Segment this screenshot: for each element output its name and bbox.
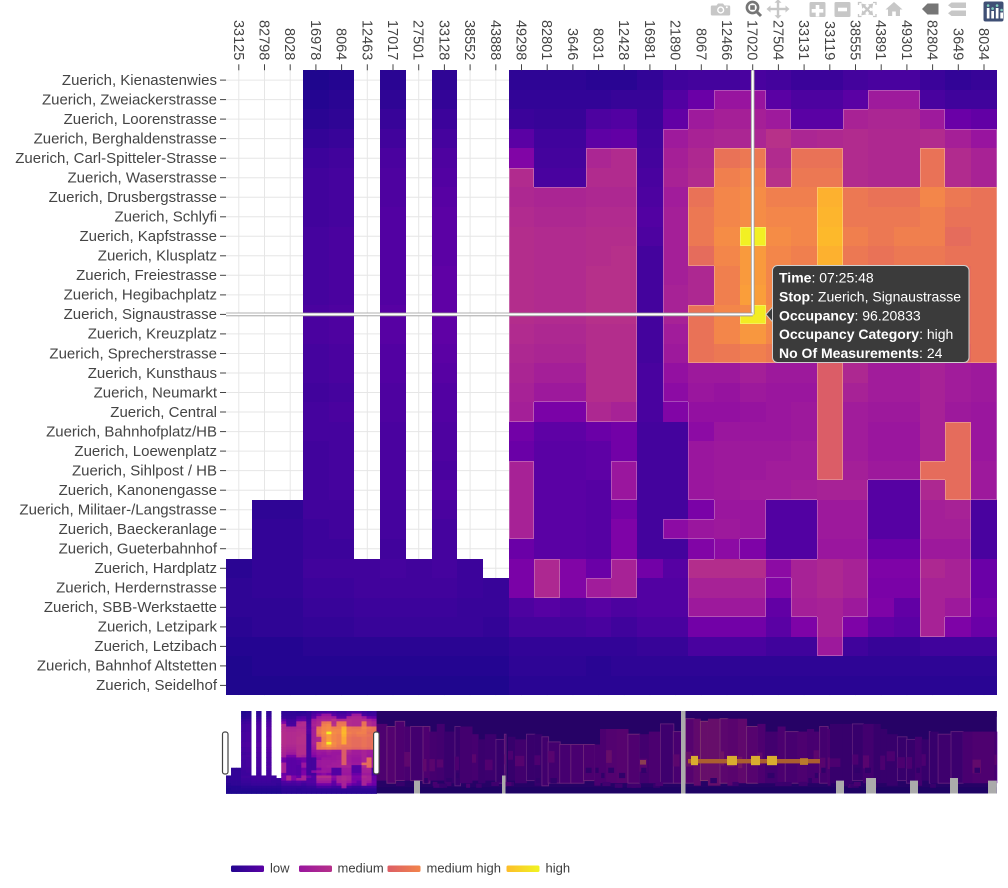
svg-text:12463: 12463 bbox=[358, 20, 374, 60]
svg-text:Zuerich, Kanonengasse: Zuerich, Kanonengasse bbox=[59, 482, 217, 499]
svg-text:low: low bbox=[270, 861, 290, 876]
svg-text:17017: 17017 bbox=[384, 20, 400, 60]
svg-text:8034: 8034 bbox=[975, 28, 991, 60]
svg-text:43891: 43891 bbox=[872, 20, 888, 60]
svg-text:17020: 17020 bbox=[744, 20, 760, 60]
svg-text:Zuerich, Berghaldenstrasse: Zuerich, Berghaldenstrasse bbox=[34, 130, 217, 147]
svg-text:82801: 82801 bbox=[538, 20, 554, 60]
svg-text:8031: 8031 bbox=[590, 28, 606, 60]
svg-text:16978: 16978 bbox=[307, 20, 323, 60]
svg-text:Zuerich, Bahnhofplatz/HB: Zuerich, Bahnhofplatz/HB bbox=[46, 423, 217, 440]
svg-text:Zuerich, Baeckeranlage: Zuerich, Baeckeranlage bbox=[59, 521, 217, 538]
svg-text:Zuerich, Kienastenwies: Zuerich, Kienastenwies bbox=[62, 72, 217, 89]
svg-text:Zuerich, Letzibach: Zuerich, Letzibach bbox=[94, 638, 217, 655]
svg-text:3646: 3646 bbox=[564, 28, 580, 60]
svg-text:medium: medium bbox=[338, 861, 384, 876]
svg-text:Zuerich, Kunsthaus: Zuerich, Kunsthaus bbox=[88, 365, 217, 382]
svg-text:27504: 27504 bbox=[769, 20, 785, 60]
svg-text:Zuerich, Central: Zuerich, Central bbox=[110, 404, 217, 421]
svg-text:medium high: medium high bbox=[427, 861, 501, 876]
svg-text:33128: 33128 bbox=[435, 20, 451, 60]
svg-text:Zuerich, Militaer-/Langstrasse: Zuerich, Militaer-/Langstrasse bbox=[19, 502, 217, 519]
svg-text:Zuerich, Seidelhof: Zuerich, Seidelhof bbox=[96, 677, 218, 694]
svg-text:Zuerich, SBB-Werkstaette: Zuerich, SBB-Werkstaette bbox=[44, 599, 217, 616]
svg-text:21890: 21890 bbox=[667, 20, 683, 60]
svg-text:8067: 8067 bbox=[692, 28, 708, 60]
svg-text:Zuerich, Carl-Spitteler-Strass: Zuerich, Carl-Spitteler-Strasse bbox=[15, 150, 217, 167]
svg-text:8064: 8064 bbox=[333, 28, 349, 60]
svg-text:Zuerich, Gueterbahnhof: Zuerich, Gueterbahnhof bbox=[59, 541, 218, 558]
svg-text:27501: 27501 bbox=[410, 20, 426, 60]
svg-text:33119: 33119 bbox=[821, 21, 837, 60]
svg-text:Zuerich, Sihlpost / HB: Zuerich, Sihlpost / HB bbox=[72, 462, 217, 479]
svg-text:43888: 43888 bbox=[487, 20, 503, 60]
svg-text:Zuerich, Signaustrasse: Zuerich, Signaustrasse bbox=[64, 306, 217, 323]
svg-text:Zuerich, Bahnhof Altstetten: Zuerich, Bahnhof Altstetten bbox=[37, 658, 217, 675]
svg-text:49298: 49298 bbox=[513, 20, 529, 60]
svg-text:Zuerich, Freiestrasse: Zuerich, Freiestrasse bbox=[76, 267, 217, 284]
svg-text:Zuerich, Letzipark: Zuerich, Letzipark bbox=[98, 619, 218, 636]
svg-text:82798: 82798 bbox=[256, 20, 272, 60]
svg-text:33125: 33125 bbox=[230, 20, 246, 60]
svg-text:8028: 8028 bbox=[281, 28, 297, 60]
svg-text:Zuerich, Drusbergstrasse: Zuerich, Drusbergstrasse bbox=[49, 189, 217, 206]
svg-text:Zuerich, Klusplatz: Zuerich, Klusplatz bbox=[98, 248, 217, 265]
svg-text:16981: 16981 bbox=[641, 20, 657, 60]
svg-text:Zuerich, Waserstrasse: Zuerich, Waserstrasse bbox=[68, 170, 217, 187]
svg-text:12428: 12428 bbox=[615, 20, 631, 60]
svg-text:38555: 38555 bbox=[847, 20, 863, 60]
svg-text:38552: 38552 bbox=[461, 20, 477, 60]
svg-text:Zuerich, Hardplatz: Zuerich, Hardplatz bbox=[94, 560, 217, 577]
svg-text:Zuerich, Loorenstrasse: Zuerich, Loorenstrasse bbox=[64, 111, 217, 128]
svg-text:high: high bbox=[546, 861, 571, 876]
svg-text:Zuerich, Kreuzplatz: Zuerich, Kreuzplatz bbox=[88, 326, 217, 343]
svg-text:Zuerich, Loewenplatz: Zuerich, Loewenplatz bbox=[74, 443, 217, 460]
svg-text:Zuerich, Hegibachplatz: Zuerich, Hegibachplatz bbox=[64, 287, 217, 304]
svg-text:49301: 49301 bbox=[898, 20, 914, 60]
svg-text:82804: 82804 bbox=[924, 20, 940, 60]
svg-text:Zuerich, Zweiackerstrasse: Zuerich, Zweiackerstrasse bbox=[42, 91, 217, 108]
svg-text:33131: 33131 bbox=[795, 20, 811, 60]
svg-text:Zuerich, Schlyfi: Zuerich, Schlyfi bbox=[114, 209, 217, 226]
svg-text:Zuerich, Herdernstrasse: Zuerich, Herdernstrasse bbox=[56, 580, 217, 597]
svg-text:Zuerich, Neumarkt: Zuerich, Neumarkt bbox=[94, 384, 218, 401]
svg-text:3649: 3649 bbox=[949, 28, 965, 60]
svg-text:Zuerich, Sprecherstrasse: Zuerich, Sprecherstrasse bbox=[49, 345, 217, 362]
svg-text:12466: 12466 bbox=[718, 20, 734, 60]
svg-text:Zuerich, Kapfstrasse: Zuerich, Kapfstrasse bbox=[79, 228, 217, 245]
